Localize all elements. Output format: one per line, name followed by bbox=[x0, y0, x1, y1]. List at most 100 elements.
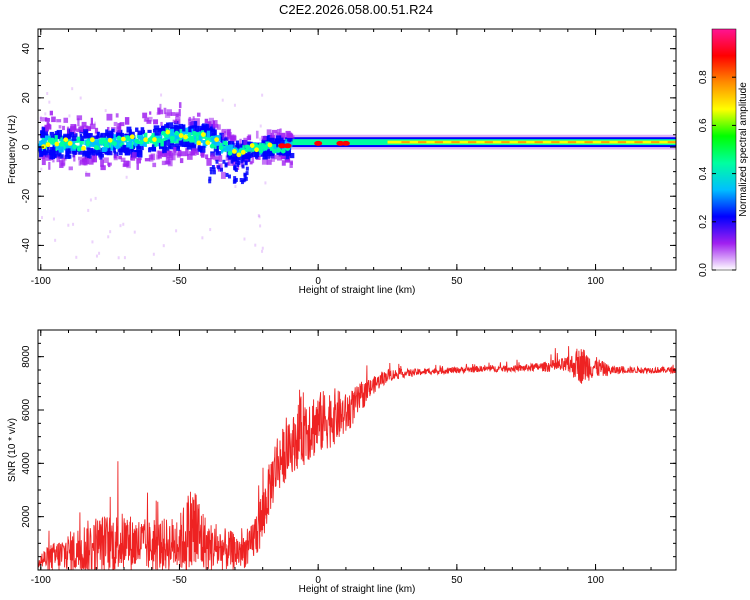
ridge-point bbox=[107, 137, 113, 143]
ridge-point bbox=[156, 138, 162, 143]
spectrogram-cell bbox=[76, 136, 83, 143]
spectrogram-cell bbox=[171, 152, 178, 156]
spectrogram-cell bbox=[246, 136, 251, 141]
spectrogram-cell bbox=[120, 157, 126, 162]
band-hotspot bbox=[617, 141, 627, 144]
spectrogram-cell bbox=[118, 156, 122, 160]
spectrogram-cell bbox=[124, 117, 130, 125]
band-hotspot bbox=[418, 141, 427, 144]
spectrogram-cell bbox=[166, 123, 169, 128]
spectrogram-cell bbox=[149, 111, 152, 115]
spectrogram-cell bbox=[94, 196, 97, 200]
x-tick-label: -50 bbox=[172, 276, 187, 287]
spectrogram-cell bbox=[227, 136, 232, 140]
spectrogram-cell bbox=[99, 151, 103, 156]
ridge-point bbox=[174, 130, 180, 136]
spectrogram-cell bbox=[201, 236, 204, 240]
ridge-point bbox=[218, 145, 224, 151]
spectrogram-cell bbox=[174, 125, 180, 133]
spectrogram-cell bbox=[80, 135, 85, 141]
spectrogram-cell bbox=[235, 143, 239, 151]
spectrogram-cell bbox=[288, 152, 295, 159]
spectrogram-cell bbox=[272, 139, 278, 145]
spectrogram-cell bbox=[51, 147, 56, 153]
spectrogram-cell bbox=[178, 140, 183, 146]
ridge-point bbox=[165, 129, 171, 135]
spectrogram-cell bbox=[266, 159, 272, 165]
spectrogram-cell bbox=[143, 118, 147, 122]
spectrogram-cell bbox=[39, 115, 42, 119]
spectrogram-cell bbox=[140, 127, 145, 135]
spectrogram-cell bbox=[144, 117, 150, 122]
spectrogram-cell bbox=[153, 133, 159, 139]
spectrogram-cell bbox=[76, 128, 80, 133]
spectrogram-cell bbox=[255, 130, 259, 139]
spectrogram-cell bbox=[48, 161, 51, 170]
spectrogram-cell bbox=[273, 145, 276, 152]
spectrogram-cell bbox=[98, 251, 101, 255]
spectrogram-cell bbox=[47, 145, 50, 154]
spectrogram-cell bbox=[226, 129, 230, 136]
spectrogram-cell bbox=[191, 148, 198, 154]
spectrogram-cell bbox=[130, 136, 136, 142]
spectrogram-cell bbox=[119, 122, 125, 127]
spectrogram-cell bbox=[85, 158, 90, 165]
spectrogram-cell bbox=[188, 116, 192, 122]
spectrogram-cell bbox=[242, 145, 245, 153]
spectrogram-cell bbox=[49, 152, 56, 159]
spectrogram-cell bbox=[109, 143, 115, 151]
spectrogram-cell bbox=[99, 143, 102, 147]
spectrogram-cell bbox=[267, 146, 270, 150]
spectrogram-cell bbox=[104, 144, 109, 149]
spectrogram-cell bbox=[152, 140, 158, 147]
spectrogram-cell bbox=[100, 132, 107, 138]
spectrogram-cell bbox=[103, 157, 109, 163]
y-tick-label: 6000 bbox=[21, 398, 32, 421]
spectrogram-cell bbox=[82, 153, 88, 157]
spectrogram-cell bbox=[210, 137, 213, 142]
spectrogram-cell bbox=[261, 246, 264, 250]
spectrogram-cell bbox=[63, 117, 69, 123]
spectrogram-cell bbox=[67, 148, 71, 154]
spectrogram-cell bbox=[232, 160, 237, 166]
ridge-point bbox=[152, 137, 157, 142]
spectrogram-cell bbox=[224, 137, 229, 141]
spectrogram-cell bbox=[44, 112, 47, 116]
ridge-point bbox=[249, 143, 255, 148]
spectrogram-cell bbox=[58, 125, 62, 129]
spectrogram-cell bbox=[60, 135, 63, 142]
hotspot-point bbox=[283, 143, 292, 149]
spectrogram-cell bbox=[152, 252, 155, 256]
spectrogram-cell bbox=[69, 132, 75, 138]
spectrogram-cell bbox=[117, 148, 124, 153]
spectrogram-cell bbox=[186, 153, 193, 160]
spectrogram-cell bbox=[64, 154, 71, 159]
spectrogram-cell bbox=[284, 159, 291, 163]
spectrogram-cell bbox=[115, 131, 119, 138]
spectrogram-cell bbox=[175, 116, 181, 124]
ridge-point bbox=[125, 135, 131, 140]
spectrogram-cell bbox=[126, 126, 132, 133]
spectrogram-cell bbox=[191, 121, 198, 128]
band-hotspot bbox=[584, 141, 593, 144]
spectrogram-cell bbox=[228, 140, 234, 146]
spectrogram-cell bbox=[178, 123, 183, 130]
spectrogram-cell bbox=[54, 238, 57, 242]
ridge-point bbox=[236, 152, 242, 158]
spectrogram-cell bbox=[119, 143, 123, 147]
snr-panel: -100 -50 0 50 100 2000 4000 6000 8000 Height of s… bbox=[7, 329, 677, 595]
ridge-point bbox=[254, 147, 259, 153]
spectrogram-cell bbox=[89, 198, 92, 202]
spectrogram-cell bbox=[106, 113, 113, 121]
spectrogram-cell bbox=[123, 256, 126, 260]
spectrogram-cell bbox=[92, 150, 95, 157]
spectrogram-cell bbox=[209, 167, 213, 172]
spectrogram-cell bbox=[205, 124, 210, 130]
spectrogram-cell bbox=[209, 126, 216, 133]
ridge-point bbox=[81, 145, 86, 151]
spectrogram-cell bbox=[243, 237, 246, 241]
spectrogram-cell bbox=[220, 129, 223, 133]
ridge-point bbox=[169, 135, 175, 141]
spectrogram-cell bbox=[43, 130, 49, 137]
spectrogram-cell bbox=[157, 150, 162, 159]
